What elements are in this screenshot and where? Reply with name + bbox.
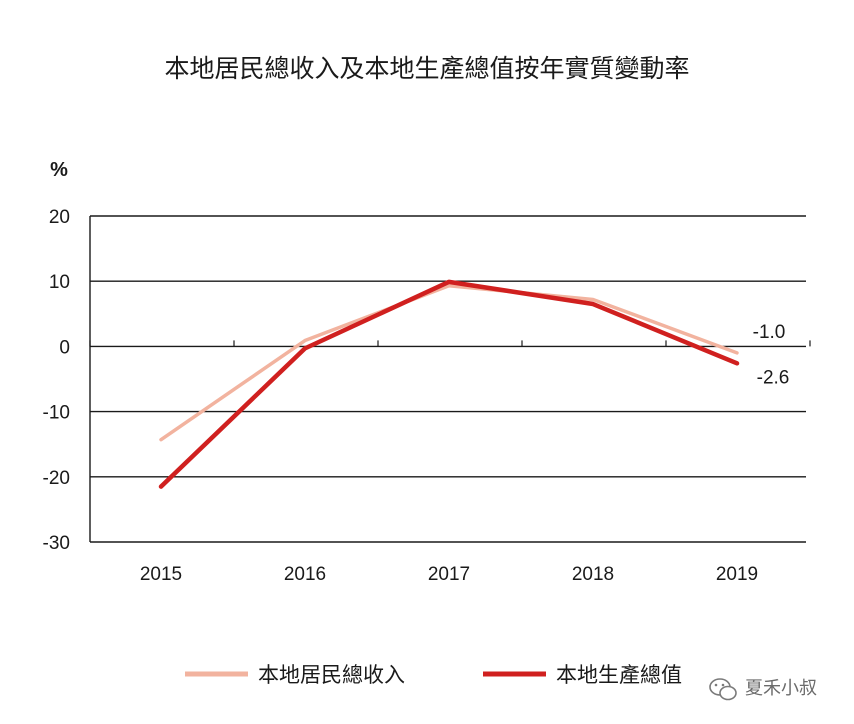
wechat-icon: [709, 678, 737, 701]
y-tick-label: -10: [43, 403, 70, 424]
x-tick-label: 2019: [716, 564, 758, 585]
y-tick-label: 0: [59, 337, 70, 358]
series-line-1: [159, 284, 739, 442]
x-tick-label: 2016: [284, 564, 326, 585]
watermark-text: 夏禾小叔: [745, 678, 817, 699]
data-labels: -1.0 -2.6: [753, 322, 790, 388]
x-tick-label: 2017: [428, 564, 470, 585]
gridlines: [89, 215, 811, 543]
y-tick-label: 20: [49, 207, 70, 228]
legend-label-2: 本地生產總值: [556, 663, 682, 687]
series-lines: [158, 279, 740, 489]
y-tick-label: -20: [43, 468, 70, 489]
x-axis-ticks: 2015 2016 2017 2018 2019: [140, 564, 758, 585]
data-label: -2.6: [757, 367, 790, 388]
y-tick-label: -30: [43, 533, 70, 554]
x-tick-label: 2015: [140, 564, 182, 585]
x-tick-label: 2018: [572, 564, 614, 585]
y-tick-label: 10: [49, 272, 70, 293]
y-axis-ticks: 20 10 0 -10 -20 -30: [43, 207, 70, 554]
chart-title: 本地居民總收入及本地生產總值按年實質變動率: [164, 54, 689, 83]
series-line-2: [158, 279, 740, 489]
legend-label-1: 本地居民總收入: [258, 663, 405, 687]
y-axis-unit: %: [50, 159, 68, 181]
watermark: 夏禾小叔: [709, 678, 817, 701]
legend: 本地居民總收入 本地生產總值: [185, 663, 682, 687]
data-label: -1.0: [753, 322, 786, 343]
